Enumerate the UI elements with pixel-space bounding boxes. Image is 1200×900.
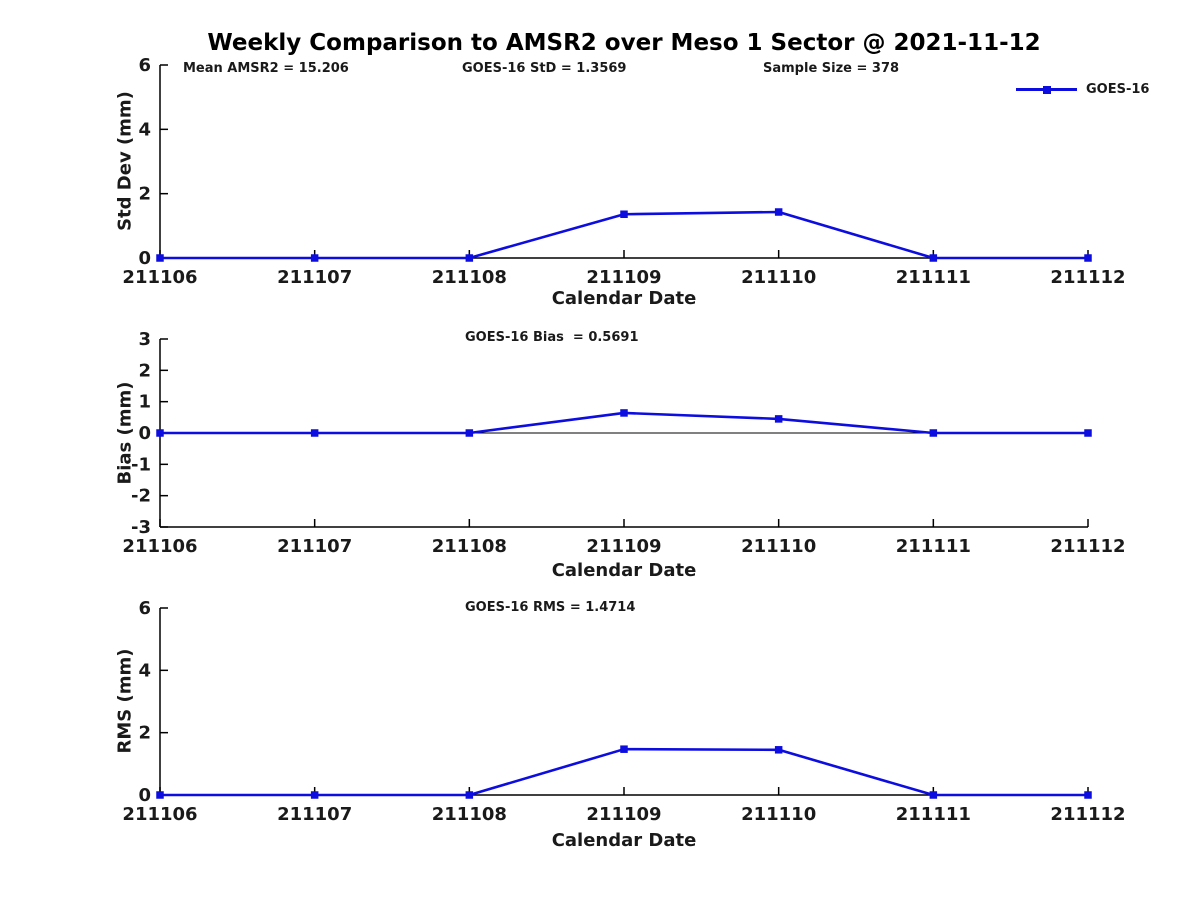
data-point-marker — [929, 254, 938, 262]
data-point-marker — [1084, 254, 1092, 262]
data-point-marker — [620, 745, 628, 753]
x-tick-label: 211106 — [122, 804, 197, 825]
y-tick-label: 2 — [138, 360, 151, 381]
x-tick-label: 211111 — [896, 804, 971, 825]
y-tick-label: 6 — [138, 598, 151, 619]
y-tick-label: 0 — [138, 248, 151, 269]
data-point-marker — [774, 208, 783, 216]
annotation-sample-size: Sample Size = 378 — [763, 61, 900, 76]
x-tick-label: 211106 — [122, 536, 197, 557]
data-point-marker — [774, 746, 783, 754]
data-point-marker — [156, 254, 164, 262]
x-tick-label: 211110 — [741, 267, 816, 288]
x-tick-label: 211109 — [586, 536, 661, 557]
x-axis-label-bottom-chart: Calendar Date — [551, 830, 697, 851]
x-tick-label: 211107 — [277, 267, 352, 288]
y-tick-label: 2 — [138, 184, 151, 205]
legend-label: GOES-16 — [1086, 82, 1150, 97]
data-point-marker — [156, 429, 164, 437]
annotation-mean-amsr2: Mean AMSR2 = 15.206 — [183, 61, 349, 76]
x-tick-label: 211112 — [1050, 267, 1125, 288]
data-point-marker — [310, 429, 319, 437]
data-point-marker — [156, 791, 164, 799]
data-point-marker — [929, 791, 938, 799]
data-point-marker — [310, 791, 319, 799]
legend: GOES-16 — [1016, 82, 1149, 97]
x-tick-label: 211112 — [1050, 804, 1125, 825]
annotation-goes16-bias: GOES-16 Bias = 0.5691 — [465, 330, 639, 345]
x-tick-label: 211111 — [896, 536, 971, 557]
data-point-marker — [1084, 429, 1092, 437]
data-point-marker — [620, 409, 628, 417]
x-tick-label: 211108 — [432, 267, 507, 288]
x-tick-label: 211108 — [432, 536, 507, 557]
x-tick-label: 211108 — [432, 804, 507, 825]
annotation-goes16-rms: GOES-16 RMS = 1.4714 — [465, 600, 636, 615]
data-point-marker — [465, 254, 474, 262]
y-tick-label: 4 — [138, 119, 151, 140]
y-tick-label: 6 — [138, 55, 151, 76]
y-tick-label: 1 — [138, 392, 151, 413]
x-tick-label: 211109 — [586, 804, 661, 825]
y-tick-label: 3 — [138, 329, 151, 350]
data-point-marker — [1084, 791, 1092, 799]
x-axis-label-top-chart: Calendar Date — [551, 288, 697, 309]
data-point-marker — [774, 415, 783, 423]
y-tick-label: -1 — [131, 454, 151, 475]
data-point-marker — [929, 429, 938, 437]
legend-line-sample — [1016, 85, 1077, 94]
y-tick-label: -3 — [131, 517, 151, 538]
x-tick-label: 211106 — [122, 267, 197, 288]
x-tick-label: 211110 — [741, 536, 816, 557]
y-tick-label: -2 — [131, 486, 151, 507]
x-tick-label: 211107 — [277, 804, 352, 825]
x-tick-label: 211107 — [277, 536, 352, 557]
y-tick-label: 2 — [138, 723, 151, 744]
x-tick-label: 211112 — [1050, 536, 1125, 557]
data-point-marker — [620, 210, 628, 219]
x-tick-label: 211109 — [586, 267, 661, 288]
data-point-marker — [465, 429, 474, 437]
data-point-marker — [465, 791, 474, 799]
y-tick-label: 0 — [138, 423, 151, 444]
x-axis-label-middle-chart: Calendar Date — [551, 560, 697, 581]
annotation-goes16-std: GOES-16 StD = 1.3569 — [462, 61, 627, 76]
legend-square-marker-icon — [1042, 85, 1051, 94]
x-tick-label: 211111 — [896, 267, 971, 288]
y-tick-label: 4 — [138, 660, 151, 681]
y-tick-label: 0 — [138, 785, 151, 806]
figure-title: Weekly Comparison to AMSR2 over Meso 1 S… — [207, 30, 1041, 56]
x-tick-label: 211110 — [741, 804, 816, 825]
data-point-marker — [310, 254, 319, 262]
